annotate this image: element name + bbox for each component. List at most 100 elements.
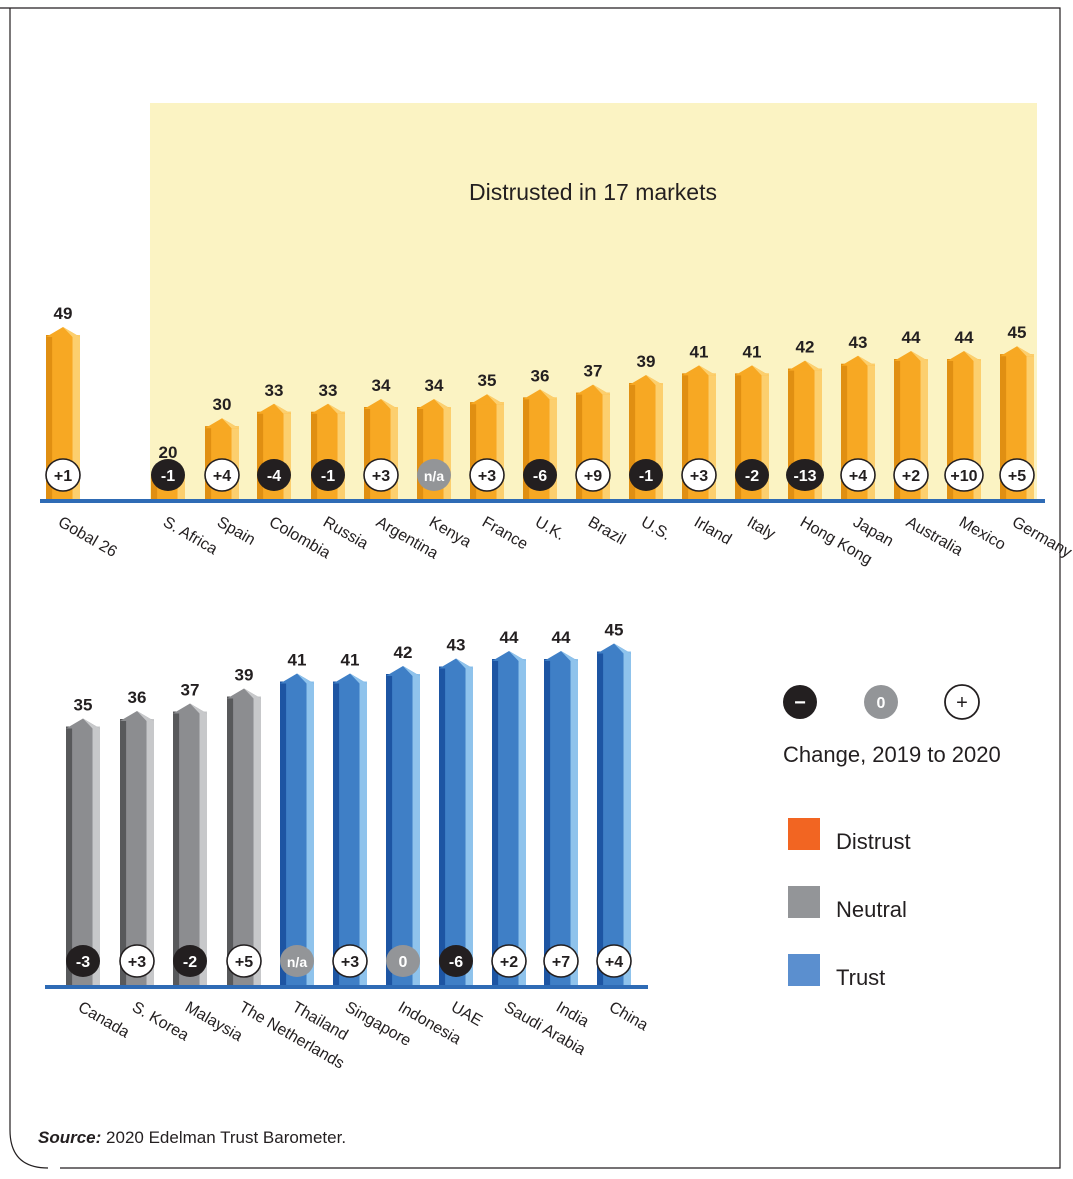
change-badge-india <box>543 944 579 978</box>
bar-cap-highlight <box>190 703 207 714</box>
change-badge-brazil <box>575 458 611 492</box>
zero-badge-symbol: 0 <box>877 695 886 712</box>
change-label-australia: +2 <box>902 468 920 485</box>
bar-cap-highlight <box>752 365 769 376</box>
value-label-china: 45 <box>605 621 624 640</box>
change-badge-kenya <box>417 459 451 491</box>
category-label-gobal-26: Gobal 26 <box>55 514 120 561</box>
change-label-china: +4 <box>605 954 623 971</box>
bar-facet-left <box>947 359 954 499</box>
bar-facet-right <box>231 426 239 499</box>
bar-facet-left <box>280 681 287 985</box>
bar-cap-highlight <box>456 658 473 669</box>
change-label-india: +7 <box>552 954 570 971</box>
change-legend: − 0 + Change, 2019 to 2020 <box>783 684 1001 767</box>
value-label-u-s: 39 <box>637 352 656 371</box>
category-label-s-africa: S. Africa <box>160 514 220 559</box>
distrust-legend-label: Distrust <box>836 829 911 854</box>
bar-indonesia <box>386 666 420 985</box>
category-label-mexico: Mexico <box>956 514 1008 554</box>
bar-facet-left <box>841 363 848 499</box>
bar-cap-highlight <box>403 666 420 676</box>
bar-cap-highlight <box>297 673 314 684</box>
bar-cap-highlight <box>487 394 504 405</box>
value-label-canada: 35 <box>74 696 93 715</box>
value-label-italy: 41 <box>743 342 762 361</box>
value-label-thailand: 41 <box>288 651 307 670</box>
change-badge-colombia <box>257 459 291 491</box>
change-label-saudi-arabia: +2 <box>500 954 518 971</box>
change-legend-title: Change, 2019 to 2020 <box>783 742 1001 767</box>
bar-cap-highlight <box>911 351 928 361</box>
bar-cap-highlight <box>381 399 398 409</box>
bar-facet-right <box>867 363 875 499</box>
bar-facet-left <box>1000 354 1007 499</box>
bar-facet-left <box>470 402 477 499</box>
bar-facet-left <box>492 659 499 985</box>
bar-facet-left <box>682 373 689 499</box>
category-label-china: China <box>606 999 651 1035</box>
change-label-hong-kong: -13 <box>793 468 816 485</box>
value-label-india: 44 <box>552 628 571 647</box>
bar-cap-highlight <box>614 643 631 654</box>
bar-facet-left <box>597 651 604 985</box>
value-label-s-korea: 36 <box>128 688 147 707</box>
change-label-russia: -1 <box>321 468 335 485</box>
bar-facet-right <box>306 681 314 985</box>
change-label-france: +3 <box>478 468 496 485</box>
bar-facet-left <box>46 335 53 499</box>
change-label-u-k: -6 <box>533 468 547 485</box>
change-label-indonesia: 0 <box>399 954 408 971</box>
value-label-hong-kong: 42 <box>796 338 815 357</box>
value-label-argentina: 34 <box>372 376 391 395</box>
bar-cap-highlight <box>964 351 981 361</box>
change-badge-italy <box>735 459 769 491</box>
change-badge-hong-kong <box>786 459 824 491</box>
bar-facet-right <box>465 666 473 985</box>
zero-badge-icon <box>864 685 898 719</box>
change-label-colombia: -4 <box>267 468 281 485</box>
minus-badge-symbol: − <box>794 692 806 714</box>
bar-cap-highlight <box>805 360 822 371</box>
bar-facet-left <box>227 696 234 985</box>
change-label-italy: -2 <box>745 468 759 485</box>
category-label-malaysia: Malaysia <box>182 999 245 1045</box>
bar-facet-right <box>623 651 631 985</box>
trust-legend-label: Trust <box>836 965 885 990</box>
bar-singapore <box>333 673 367 985</box>
bar-facet-right <box>443 407 451 499</box>
bar-cap-highlight <box>137 711 154 721</box>
bar-malaysia <box>173 703 207 985</box>
change-badge-malaysia <box>173 945 207 977</box>
bar-facet-right <box>761 373 769 499</box>
category-label-canada: Canada <box>75 999 132 1042</box>
bar-facet-left <box>257 411 264 499</box>
bar-cap-highlight <box>561 651 578 661</box>
bar-facet-left <box>386 674 393 985</box>
value-label-saudi-arabia: 44 <box>500 628 519 647</box>
value-label-indonesia: 42 <box>394 643 413 662</box>
plus-badge-icon <box>944 684 980 720</box>
bar-cap-highlight <box>244 688 261 699</box>
bar-facet-left <box>523 397 530 499</box>
change-label-s-africa: -1 <box>161 468 175 485</box>
bar-facet-left <box>205 426 212 499</box>
change-badge-russia <box>311 459 345 491</box>
change-badge-argentina <box>363 458 399 492</box>
change-badge-spain <box>204 458 240 492</box>
bar-the-netherlands <box>227 688 261 985</box>
change-label-kenya: n/a <box>424 468 444 484</box>
bar-china <box>597 643 631 985</box>
category-label-irland: Irland <box>691 514 734 549</box>
bar-facet-right <box>390 407 398 499</box>
bar-facet-right <box>146 719 154 985</box>
change-label-thailand: n/a <box>287 954 307 970</box>
bar-facet-left <box>544 659 551 985</box>
bar-cap-highlight <box>699 365 716 376</box>
minus-badge-icon <box>783 685 817 719</box>
value-label-irland: 41 <box>690 342 709 361</box>
bar-facet-left <box>173 711 180 985</box>
change-badge-france <box>469 458 505 492</box>
